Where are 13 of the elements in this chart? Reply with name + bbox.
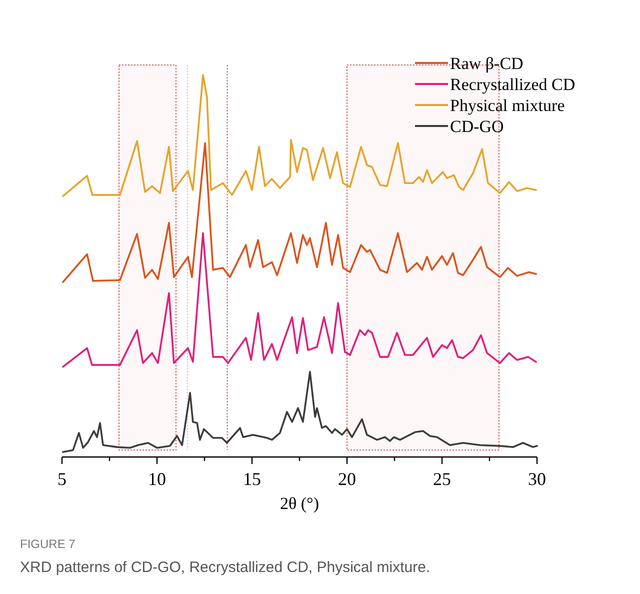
x-tick-label: 10: [148, 469, 166, 489]
x-tick-label: 25: [433, 469, 451, 489]
x-tick-label: 5: [58, 469, 66, 489]
x-tick-label: 15: [243, 469, 261, 489]
caption: FIGURE 7: [20, 537, 76, 551]
legend-label: Physical mixture: [450, 96, 565, 115]
text: XRD patterns of CD-GO, Recrystallized CD, Physical mixture.: [20, 559, 430, 576]
x-tick-label: 30: [528, 469, 546, 489]
x-axis-title: 2θ (°): [280, 494, 320, 513]
legend-label: Recrystallized CD: [450, 75, 576, 94]
x-tick-label: 20: [338, 469, 356, 489]
legend-label: CD-GO: [450, 117, 504, 136]
legend-label: Raw β-CD: [450, 54, 524, 73]
